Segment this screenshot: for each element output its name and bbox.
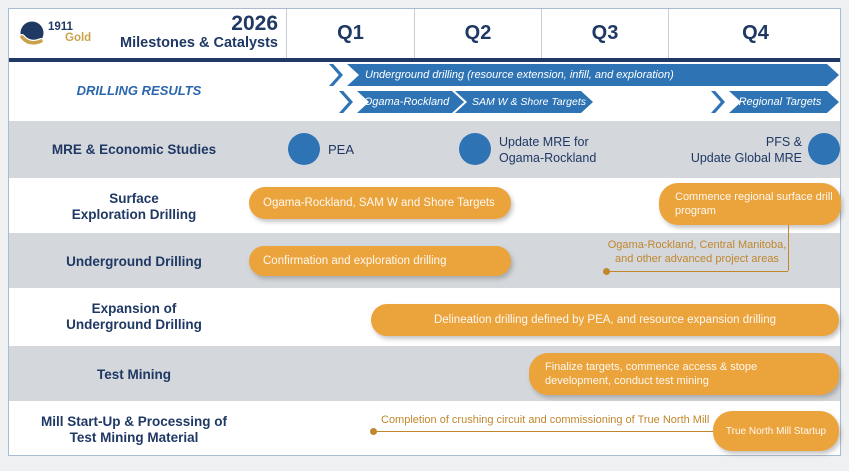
timeline-arrow-underground-drilling: Underground drilling (resource extension… <box>347 64 839 86</box>
milestone-label-update-mre-line1: Update MRE for <box>499 135 589 149</box>
timeline-arrow-sam-w-shore: SAM W & Shore Targets <box>455 91 593 113</box>
quarter-header-q3: Q3 <box>541 9 668 58</box>
row-label-expansion-line1: Expansion of <box>91 301 177 316</box>
row-label-mill-line1: Mill Start-Up & Processing of <box>40 414 228 429</box>
gantt-bar-delineation-drilling: Delineation drilling defined by PEA, and… <box>371 304 839 336</box>
chevron-icon <box>339 91 353 113</box>
row-label-underground-drilling: Underground Drilling <box>66 254 202 269</box>
company-logo: 1911 Gold <box>17 13 109 57</box>
gantt-bar-commence-regional: Commence regional surface drill program <box>659 183 841 225</box>
gantt-bar-finalize-targets: Finalize targets, commence access & stop… <box>529 353 839 395</box>
gantt-bar-confirmation-drilling: Confirmation and exploration drilling <box>249 246 511 276</box>
timeline-arrow-ogama-rockland: Ogama-Rockland <box>357 91 464 113</box>
milestone-circle-update-mre <box>459 133 491 165</box>
connector-dot <box>370 428 377 435</box>
row-label-drilling-results: DRILLING RESULTS <box>76 83 202 98</box>
row-label-test-mining: Test Mining <box>97 367 171 382</box>
connector-line-vertical <box>788 225 789 271</box>
gold-coin-logo-icon: 1911 Gold <box>19 21 91 46</box>
slide-title-block: 2026 Milestones & Catalysts <box>99 12 278 56</box>
gantt-bar-surface-targets: Ogama-Rockland, SAM W and Shore Targets <box>249 187 511 219</box>
connector-line-horizontal <box>377 431 713 432</box>
milestone-label-update-mre-line2: Ogama-Rockland <box>499 150 597 165</box>
brand-numbers: 1911 <box>48 21 74 33</box>
connector-line-horizontal <box>610 271 788 272</box>
annotation-underground-areas: Ogama-Rockland, Central Manitoba, and ot… <box>607 239 787 265</box>
chevron-icon <box>711 91 725 113</box>
row-label-expansion-line2: Underground Drilling <box>66 317 202 333</box>
row-label-mre-economic-studies: MRE & Economic Studies <box>51 142 217 157</box>
milestone-circle-pea <box>288 133 320 165</box>
quarter-header-q2: Q2 <box>414 9 541 58</box>
annotation-mill-commissioning: Completion of crushing circuit and commi… <box>381 414 710 426</box>
quarter-header-q4: Q4 <box>668 9 842 58</box>
milestone-label-pea: PEA <box>328 142 355 157</box>
row-label-surface-line1: Surface <box>109 191 159 206</box>
brand-word: Gold <box>65 32 91 44</box>
gantt-bar-mill-startup: True North Mill Startup <box>713 411 839 451</box>
row-label-surface-line2: Exploration Drilling <box>71 207 197 223</box>
header-divider <box>9 58 840 62</box>
title-year: 2026 <box>231 12 278 35</box>
quarter-header-q1: Q1 <box>286 9 414 58</box>
timeline-arrow-regional-targets: Regional Targets <box>729 91 839 113</box>
milestone-label-pfs-line2: Update Global MRE <box>690 150 802 165</box>
connector-dot <box>603 268 610 275</box>
milestone-circle-pfs <box>808 133 840 165</box>
chevron-icon <box>329 64 343 86</box>
row-label-mill-line2: Test Mining Material <box>69 430 199 446</box>
row-band <box>9 121 840 178</box>
milestone-label-pfs-line1: PFS & <box>765 135 802 149</box>
milestones-card: 1911 Gold 2026 Milestones & Catalysts Q1… <box>8 8 841 456</box>
title-subtitle: Milestones & Catalysts <box>120 35 278 52</box>
